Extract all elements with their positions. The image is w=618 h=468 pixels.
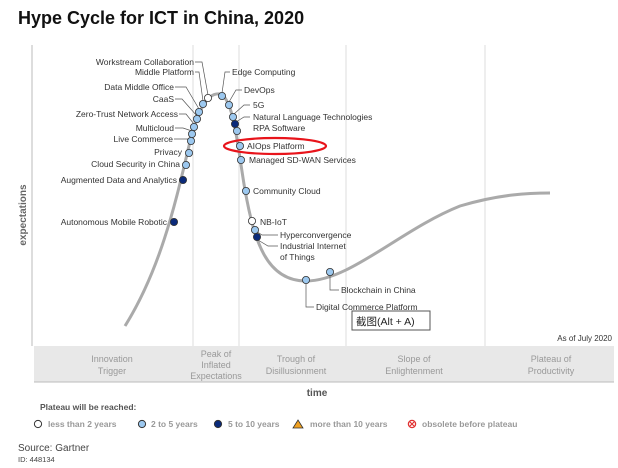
dark-blue-circle-icon — [213, 419, 223, 429]
phase-trough-1: Trough of — [277, 354, 316, 364]
phase-plateau-1: Plateau of — [531, 354, 572, 364]
point-digital-commerce[interactable] — [301, 275, 310, 284]
label-nb-iot: NB-IoT — [260, 217, 287, 227]
leader-lines — [174, 61, 339, 308]
legend-obsolete: obsolete before plateau — [422, 419, 517, 429]
hype-curve — [123, 92, 551, 327]
label-hyperconvergence: Hyperconvergence — [280, 230, 352, 240]
point-live-commerce[interactable] — [186, 136, 195, 145]
chart-title: Hype Cycle for ICT in China, 2020 — [18, 8, 305, 28]
label-caas: CaaS — [153, 94, 175, 104]
light-blue-circle-icon — [137, 419, 147, 429]
point-5g[interactable] — [228, 113, 237, 122]
point-data-middle-office[interactable] — [194, 108, 203, 117]
legend-title: Plateau will be reached: — [40, 402, 137, 412]
label-zero-trust: Zero-Trust Network Access — [76, 109, 178, 119]
phase-band — [34, 346, 614, 382]
point-augmented-data[interactable] — [178, 175, 187, 184]
point-community-cloud[interactable] — [241, 186, 250, 195]
as-of-date: As of July 2020 — [557, 334, 612, 343]
label-aiops: AIOps Platform — [247, 141, 305, 151]
document-id: ID: 448134 — [18, 455, 55, 464]
phase-plateau-2: Productivity — [528, 366, 575, 376]
point-privacy[interactable] — [184, 148, 193, 157]
label-devops: DevOps — [244, 85, 275, 95]
label-data-middle-office: Data Middle Office — [104, 82, 174, 92]
phase-innovation-1: Innovation — [91, 354, 133, 364]
tooltip-text: 截图(Alt + A) — [356, 315, 415, 328]
point-cloud-security[interactable] — [181, 160, 190, 169]
phase-slope-1: Slope of — [397, 354, 431, 364]
label-privacy: Privacy — [154, 147, 183, 157]
point-aiops[interactable] — [235, 141, 244, 150]
legend-less-than-2: less than 2 years — [48, 419, 117, 429]
screenshot-tooltip — [351, 310, 431, 331]
point-rpa[interactable] — [232, 127, 241, 136]
point-workstream-collaboration[interactable] — [203, 94, 212, 103]
label-community-cloud: Community Cloud — [253, 186, 321, 196]
label-augmented: Augmented Data and Analytics — [61, 175, 177, 185]
label-rpa: RPA Software — [253, 123, 306, 133]
phase-trough-2: Disillusionment — [266, 366, 327, 376]
point-zero-trust[interactable] — [189, 123, 198, 132]
phase-dividers — [192, 45, 486, 382]
label-sd-wan: Managed SD-WAN Services — [249, 155, 356, 165]
label-5g: 5G — [253, 100, 264, 110]
label-multicloud: Multicloud — [136, 123, 175, 133]
x-mark — [409, 421, 415, 427]
point-sd-wan[interactable] — [236, 155, 245, 164]
source: Source: Gartner — [18, 443, 90, 454]
point-blockchain[interactable] — [325, 267, 334, 276]
orange-triangle-icon — [292, 419, 304, 429]
label-workstream: Workstream Collaboration — [96, 57, 194, 67]
y-axis-label: expectations — [18, 184, 29, 246]
point-nlt[interactable] — [230, 120, 239, 129]
phase-slope-2: Enlightenment — [385, 366, 443, 376]
label-live-commerce: Live Commerce — [113, 134, 173, 144]
label-iiot-1: Industrial Internet — [280, 241, 346, 251]
point-edge-computing[interactable] — [217, 92, 226, 101]
legend-more-than-10: more than 10 years — [310, 419, 388, 429]
phase-peak-2: Inflated — [201, 360, 231, 370]
label-middle-platform: Middle Platform — [135, 67, 194, 77]
legend-5-to-10: 5 to 10 years — [228, 419, 280, 429]
highlight-ellipse — [222, 136, 328, 156]
point-caas[interactable] — [192, 115, 201, 124]
label-cloud-security: Cloud Security in China — [91, 159, 180, 169]
point-iiot[interactable] — [252, 232, 261, 241]
phase-peak-1: Peak of — [201, 349, 232, 359]
label-nlt: Natural Language Technologies — [253, 112, 372, 122]
label-blockchain: Blockchain in China — [341, 285, 416, 295]
point-devops[interactable] — [224, 101, 233, 110]
label-iiot-2: of Things — [280, 252, 315, 262]
phase-peak-3: Expectations — [190, 371, 242, 381]
white-circle-icon — [33, 419, 43, 429]
label-autonomous: Autonomous Mobile Robotic — [61, 217, 168, 227]
point-hyperconvergence[interactable] — [250, 225, 259, 234]
point-multicloud[interactable] — [187, 129, 196, 138]
label-digital-commerce: Digital Commerce Platform — [316, 302, 418, 312]
legend-2-to-5: 2 to 5 years — [151, 419, 198, 429]
point-nb-iot[interactable] — [247, 216, 256, 225]
phase-innovation-2: Trigger — [98, 366, 126, 376]
point-autonomous-mobile-robotic[interactable] — [169, 217, 178, 226]
point-middle-platform[interactable] — [198, 100, 207, 109]
x-axis-label: time — [307, 388, 328, 399]
label-edge-computing: Edge Computing — [232, 67, 296, 77]
